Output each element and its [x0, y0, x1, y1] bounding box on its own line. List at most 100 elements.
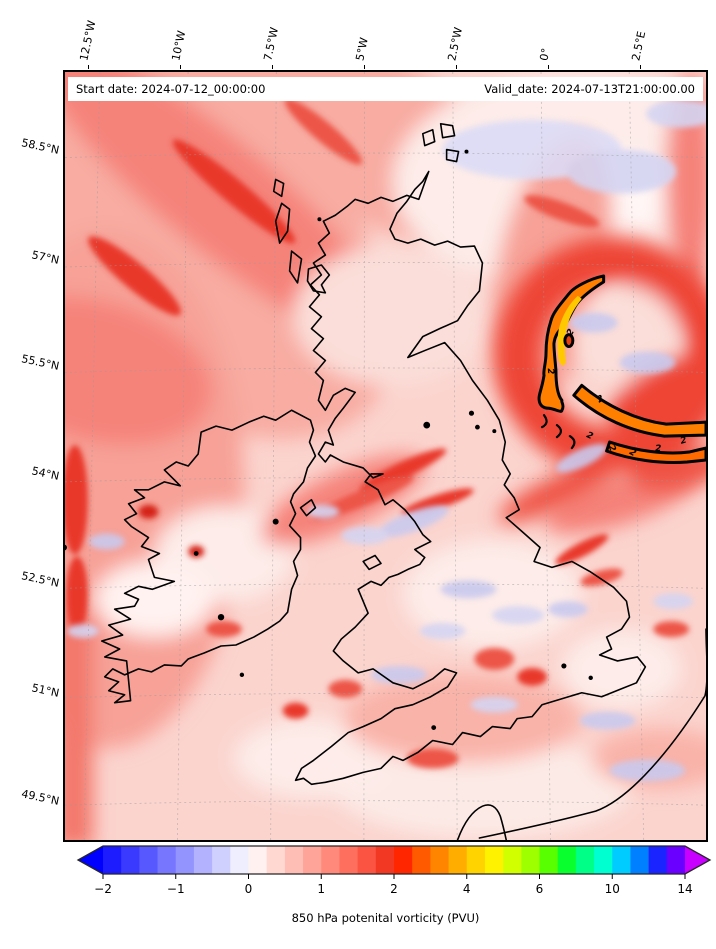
longitude-tick-5 [548, 65, 549, 69]
longitude-label-2: 7.5°W [261, 26, 282, 62]
longitude-label-4: 2.5°W [445, 26, 466, 62]
colorbar-segment-7 [230, 846, 250, 874]
longitude-label-0: 12.5°W [77, 19, 99, 62]
pv-squiggle-1 [540, 414, 576, 450]
longitude-tick-6 [640, 65, 641, 69]
contour-label-5: 2 [655, 444, 661, 454]
latitude-label-1: 57°N [30, 248, 61, 267]
colorbar-segment-25 [557, 846, 577, 874]
longitude-label-3: 5°W [353, 36, 371, 62]
coastline-hebrides [272, 178, 303, 284]
colorbar: −2 −1 0 1 2 4 6 10 14 [76, 845, 712, 905]
longitude-tick-2 [272, 65, 273, 69]
colorbar-segment-4 [175, 846, 195, 874]
colorbar-segment-28 [612, 846, 632, 874]
colorbar-segment-14 [357, 846, 377, 874]
colorbar-segment-9 [266, 846, 286, 874]
colorbar-segment-16 [394, 846, 413, 874]
contour-label-4: 2 [627, 447, 637, 459]
date-annotation-strip: Start date: 2024-07-12_00:00:00 Valid_da… [68, 77, 703, 101]
pv-extrema-dots [65, 149, 593, 730]
coastline-continent [456, 628, 706, 840]
latitude-label-6: 49.5°N [20, 787, 61, 808]
colorbar-under-arrow [78, 846, 103, 874]
colorbar-segment-11 [303, 846, 322, 874]
colorbar-segment-0 [103, 846, 122, 874]
pv-tail-band-2 [605, 440, 706, 464]
coastline-orkney [421, 122, 460, 163]
contour-label-3: 2 [606, 444, 618, 453]
contour-label-0: 2 [565, 327, 577, 337]
colorbar-segment-21 [484, 846, 504, 874]
latitude-label-4: 52.5°N [20, 569, 61, 590]
colorbar-tick-label-5: 4 [463, 882, 471, 896]
longitude-label-1: 10°W [169, 29, 189, 62]
colorbar-segment-1 [121, 846, 140, 874]
colorbar-tick-label-3: 1 [317, 882, 325, 896]
colorbar-tick-label-0: −2 [94, 882, 112, 896]
latitude-label-0: 58.5°N [20, 136, 61, 157]
colorbar-segment-30 [648, 846, 668, 874]
colorbar-segment-27 [594, 846, 613, 874]
colorbar-segment-8 [248, 846, 268, 874]
colorbar-segment-23 [521, 846, 541, 874]
colorbar-segment-5 [193, 846, 213, 874]
pv-tail-band-1 [572, 383, 706, 438]
colorbar-segment-15 [375, 846, 395, 874]
colorbar-tick-label-2: 0 [245, 882, 253, 896]
latitude-label-5: 51°N [30, 681, 61, 700]
colorbar-tick-label-6: 6 [536, 882, 544, 896]
contour-label-6: 2 [679, 435, 688, 446]
colorbar-segment-31 [666, 846, 686, 874]
latitude-label-2: 55.5°N [20, 352, 61, 373]
colorbar-segment-17 [412, 846, 431, 874]
colorbar-segment-29 [630, 846, 650, 874]
contour-label-7: 2 [595, 394, 605, 406]
coastline-skye [306, 264, 331, 294]
colorbar-segment-10 [284, 846, 304, 874]
colorbar-segment-24 [539, 846, 559, 874]
colorbar-segment-19 [448, 846, 468, 874]
colorbar-caption: 850 hPa potenital vorticity (PVU) [291, 911, 480, 925]
coastlines [100, 122, 706, 840]
colorbar-segment-22 [503, 846, 522, 874]
colorbar-segment-26 [575, 846, 595, 874]
pv-crescent-highlight [557, 295, 582, 366]
longitude-label-6: 2.5°E [629, 29, 649, 62]
contour-label-2: 2 [585, 430, 595, 442]
colorbar-segment-18 [430, 846, 450, 874]
colorbar-tick-label-1: −1 [167, 882, 185, 896]
coastline-isle-of-man [299, 498, 317, 517]
colorbar-segment-13 [339, 846, 359, 874]
coastline-great-britain [294, 170, 647, 786]
longitude-tick-0 [88, 65, 89, 69]
longitude-tick-1 [180, 65, 181, 69]
latitude-label-3: 54°N [30, 464, 61, 483]
pv-fragment [563, 333, 575, 349]
start-date-label: Start date: 2024-07-12_00:00:00 [76, 82, 266, 96]
colorbar-tick-label-8: 14 [677, 882, 692, 896]
pv-red-streaks [65, 98, 690, 769]
longitude-tick-4 [456, 65, 457, 69]
colorbar-segment-20 [466, 846, 486, 874]
colorbar-tick-label-7: 10 [605, 882, 620, 896]
longitude-label-5: 0° [537, 47, 553, 62]
pv-negative-patches [66, 99, 706, 782]
colorbar-svg: −2 −1 0 1 2 4 6 10 14 [76, 845, 712, 896]
colorbar-segment-3 [157, 846, 177, 874]
colorbar-segment-2 [139, 846, 159, 874]
longitude-tick-3 [364, 65, 365, 69]
colorbar-segment-6 [212, 846, 231, 874]
vortex-contour [537, 274, 706, 464]
colorbar-segment-12 [321, 846, 341, 874]
colorbar-tick-label-4: 2 [390, 882, 398, 896]
colorbar-over-arrow [685, 846, 710, 874]
valid-date-label: Valid_date: 2024-07-13T21:00:00.00 [484, 82, 695, 96]
coastline-ireland [100, 409, 317, 704]
contour-label-1: 2 [545, 368, 555, 375]
coastline-anglesey [362, 554, 382, 571]
